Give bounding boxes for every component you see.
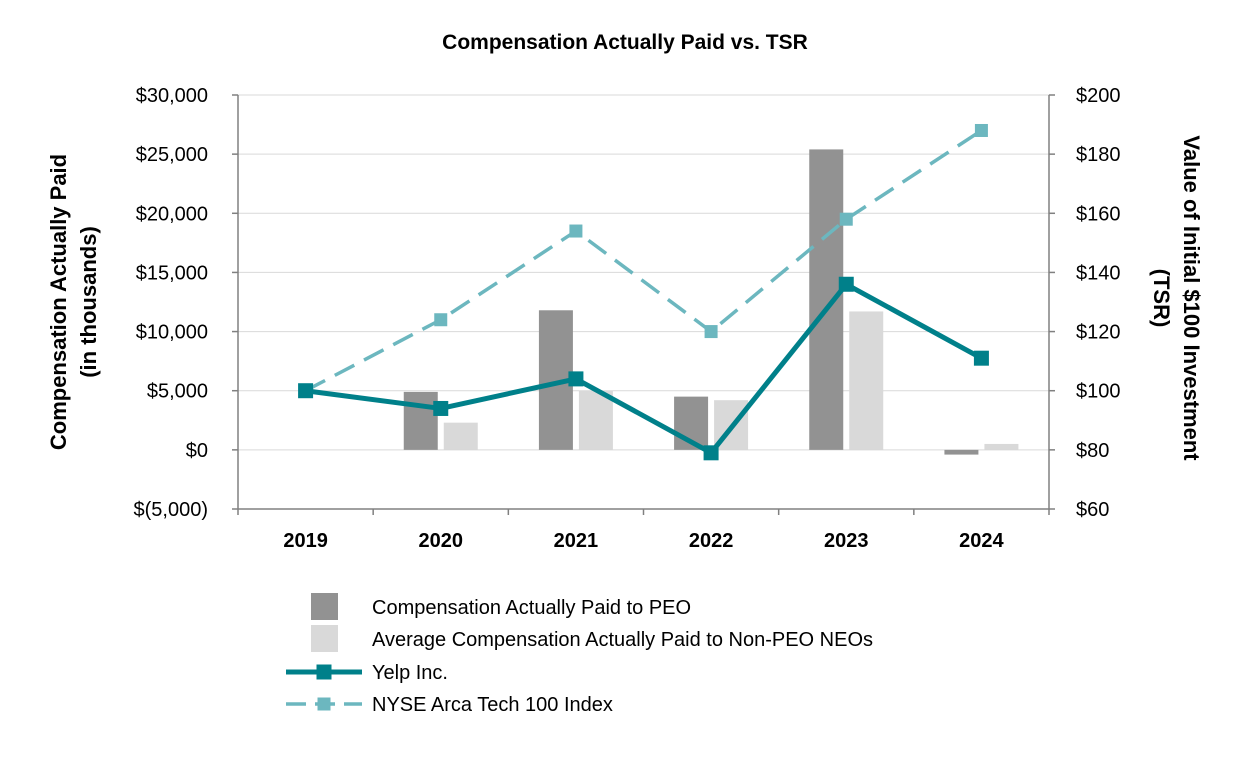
axis-titles: Compensation Actually Paid (in thousands)… bbox=[46, 135, 1204, 461]
yelp-marker-2023 bbox=[838, 276, 854, 292]
legend-label-2: Yelp Inc. bbox=[372, 662, 448, 684]
chart-title: Compensation Actually Paid vs. TSR bbox=[442, 31, 808, 54]
left-tick-label: $0 bbox=[186, 440, 208, 462]
right-tick-label: $200 bbox=[1076, 85, 1121, 107]
left-tick-label: $30,000 bbox=[136, 85, 208, 107]
bar-peo-2023 bbox=[809, 149, 844, 450]
left-tick-label: $5,000 bbox=[147, 381, 208, 403]
nyse-arca-marker-2023 bbox=[839, 212, 853, 226]
legend-marker-0 bbox=[316, 664, 332, 680]
nyse-arca-marker-2024 bbox=[974, 123, 988, 137]
tick-labels: $30,000 $25,000 $20,000 $15,000 $10,000 $5,00… bbox=[134, 85, 1121, 552]
nyse-arca-marker-2021 bbox=[569, 224, 583, 238]
left-axis-title: Compensation Actually Paid (in thousands) bbox=[46, 154, 101, 450]
nyse-arca-marker-2022 bbox=[704, 325, 718, 339]
bar-peo-2024 bbox=[944, 449, 979, 455]
x-tick-label: 2019 bbox=[283, 530, 328, 552]
right-tick-label: $100 bbox=[1076, 381, 1121, 403]
x-tick-label: 2022 bbox=[689, 530, 734, 552]
legend-label-1: Average Compensation Actually Paid to No… bbox=[372, 629, 873, 651]
left-tick-label: $(5,000) bbox=[134, 499, 209, 521]
lines bbox=[298, 123, 989, 461]
x-tick-label: 2024 bbox=[959, 530, 1004, 552]
bars bbox=[403, 149, 1019, 455]
right-axis-title-line2: (TSR) bbox=[1149, 269, 1174, 328]
legend-swatch-0 bbox=[311, 593, 338, 620]
left-tick-label: $10,000 bbox=[136, 322, 208, 344]
yelp-marker-2019 bbox=[298, 383, 314, 399]
yelp-marker-2021 bbox=[568, 371, 584, 387]
right-tick-label: $80 bbox=[1076, 440, 1109, 462]
yelp-marker-2022 bbox=[703, 445, 719, 461]
nyse-arca-line bbox=[304, 129, 983, 393]
legend-swatch-1 bbox=[311, 625, 338, 652]
right-tick-label: $120 bbox=[1076, 322, 1121, 344]
yelp-marker-2024 bbox=[973, 350, 989, 366]
axes bbox=[232, 94, 1055, 515]
right-tick-label: $140 bbox=[1076, 262, 1121, 284]
x-tick-label: 2021 bbox=[554, 530, 599, 552]
yelp-marker-2020 bbox=[433, 400, 449, 416]
right-tick-label: $60 bbox=[1076, 499, 1109, 521]
right-tick-label: $180 bbox=[1076, 144, 1121, 166]
right-tick-label: $160 bbox=[1076, 203, 1121, 225]
left-tick-label: $25,000 bbox=[136, 144, 208, 166]
nyse-arca-marker-2020 bbox=[434, 313, 448, 327]
bar-non-peo-2023 bbox=[849, 311, 884, 450]
x-tick-label: 2020 bbox=[419, 530, 464, 552]
yelp-line bbox=[305, 281, 983, 456]
gridlines bbox=[238, 94, 1049, 451]
right-axis-title: Value of Initial $100 Investment(TSR) bbox=[1149, 135, 1204, 461]
left-tick-label: $15,000 bbox=[136, 262, 208, 284]
left-axis-title-line1: Compensation Actually Paid bbox=[46, 154, 71, 450]
legend-marker-1 bbox=[317, 697, 331, 711]
left-axis-title-line2: (in thousands) bbox=[76, 226, 101, 378]
legend-label-0: Compensation Actually Paid to PEO bbox=[372, 597, 691, 619]
x-tick-label: 2023 bbox=[824, 530, 869, 552]
legend: Compensation Actually Paid to PEO Average… bbox=[286, 593, 873, 716]
bar-non-peo-2021 bbox=[578, 390, 613, 450]
bar-peo-2020 bbox=[403, 391, 438, 450]
legend-label-3: NYSE Arca Tech 100 Index bbox=[372, 694, 613, 716]
bar-non-peo-2024 bbox=[984, 443, 1019, 450]
bar-non-peo-2020 bbox=[443, 422, 478, 450]
right-axis-title-line1: Value of Initial $100 Investment bbox=[1179, 135, 1204, 461]
left-tick-label: $20,000 bbox=[136, 203, 208, 225]
